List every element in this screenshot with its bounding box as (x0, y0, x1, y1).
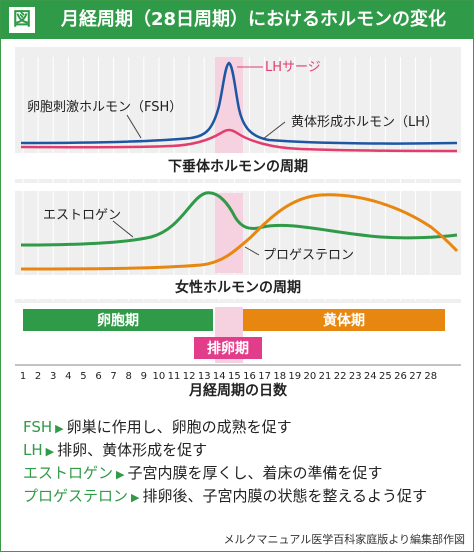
day-tick-label: 3 (50, 371, 56, 382)
figure-header: 図 月経周期（28日周期）におけるホルモンの変化 (1, 1, 473, 39)
legend-item: LH ▶ 排卵、黄体形成を促す (23, 440, 207, 462)
legend-item: エストロゲン ▶ 子宮内膜を厚くし、着床の準備を促す (23, 463, 383, 485)
fsh-leader (126, 114, 142, 139)
figure-badge: 図 (9, 7, 35, 33)
day-tick-label: 26 (394, 371, 407, 382)
triangle-right-icon: ▶ (116, 468, 125, 481)
day-tick-label: 21 (319, 371, 332, 382)
legend-item: FSH ▶ 卵巣に作用し、卵胞の成熟を促す (23, 417, 292, 439)
triangle-right-icon: ▶ (45, 445, 55, 458)
legend-term: FSH (23, 418, 53, 436)
progesterone-curve (20, 193, 459, 271)
ovulation-phase-label: 排卵期 (207, 340, 249, 357)
ovarian-title-strip (15, 275, 461, 299)
legend-item: プロゲステロン ▶ 排卵後、子宮内膜の状態を整えるよう促す (23, 486, 427, 508)
fsh-label: 卵胞刺激ホルモン（FSH） (27, 100, 182, 115)
legend-desc: 排卵、黄体形成を促す (57, 441, 208, 459)
ovulation-phase-bar (194, 337, 262, 359)
legend-desc: 卵巣に作用し、卵胞の成熟を促す (66, 418, 292, 436)
figure-title: 月経周期（28日周期）におけるホルモンの変化 (61, 9, 447, 30)
legend-term: プロゲステロン (23, 487, 129, 505)
day-ticks: 1 2 3 4 5 6 7 8 9 10 11 12 13 14 15 16 17 18 19 20 21 22 23 24 2… (20, 371, 437, 382)
follicular-phase-label: 卵胞期 (97, 312, 139, 329)
day-tick-label: 27 (409, 371, 422, 382)
lh-leader (262, 121, 286, 140)
day-tick-label: 18 (273, 371, 286, 382)
legend-desc: 子宮内膜を厚くし、着床の準備を促す (127, 464, 383, 482)
day-tick-label: 5 (80, 371, 86, 382)
pituitary-title-strip (15, 153, 461, 179)
follicular-phase-bar (23, 309, 213, 331)
day-tick-label: 7 (110, 371, 116, 382)
lh-label: 黄体形成ホルモン（LH） (291, 115, 438, 130)
estrogen-label: エストロゲン (43, 208, 121, 223)
day-tick-label: 20 (304, 371, 317, 382)
fsh-curve (20, 128, 458, 153)
day-axis-label: 月経周期の日数 (188, 382, 288, 399)
estrogen-leader (112, 220, 134, 238)
day-tick-label: 13 (198, 371, 211, 382)
progesterone-label: プロゲステロン (263, 248, 354, 263)
lh-surge-label: LHサージ (265, 60, 321, 75)
estrogen-curve (20, 191, 458, 247)
day-tick-label: 2 (35, 371, 41, 382)
day-tick-label: 8 (126, 371, 132, 382)
source-note: メルクマニュアル医学百科家庭版より編集部作図 (223, 533, 465, 546)
day-tick-label: 23 (349, 371, 362, 382)
day-tick-label: 4 (65, 371, 71, 382)
day-tick-label: 19 (288, 371, 301, 382)
day-tick-label: 24 (364, 371, 377, 382)
legend-term: エストロゲン (23, 464, 114, 482)
day-tick-label: 15 (228, 371, 241, 382)
day-tick-label: 9 (141, 371, 147, 382)
triangle-right-icon: ▶ (55, 422, 64, 435)
day-tick-label: 1 (20, 371, 26, 382)
legend-desc: 排卵後、子宮内膜の状態を整えるよう促す (142, 487, 428, 505)
pituitary-panel-title: 下垂体ホルモンの周期 (168, 158, 308, 175)
day-tick-label: 28 (424, 371, 437, 382)
day-tick-label: 6 (95, 371, 101, 382)
luteal-phase-bar (243, 309, 445, 331)
day-tick-label: 22 (334, 371, 347, 382)
lh-curve (20, 61, 458, 145)
luteal-phase-label: 黄体期 (323, 312, 365, 329)
day-tick-label: 16 (243, 371, 256, 382)
day-tick-label: 11 (168, 371, 181, 382)
triangle-right-icon: ▶ (131, 491, 140, 504)
day-tick-label: 12 (183, 371, 196, 382)
day-tick-label: 14 (213, 371, 226, 382)
progesterone-leader (244, 246, 260, 256)
legend-term: LH (23, 441, 43, 459)
ovarian-panel-title: 女性ホルモンの周期 (175, 279, 301, 296)
day-tick-label: 17 (258, 371, 271, 382)
day-tick-label: 10 (153, 371, 166, 382)
day-tick-label: 25 (379, 371, 392, 382)
